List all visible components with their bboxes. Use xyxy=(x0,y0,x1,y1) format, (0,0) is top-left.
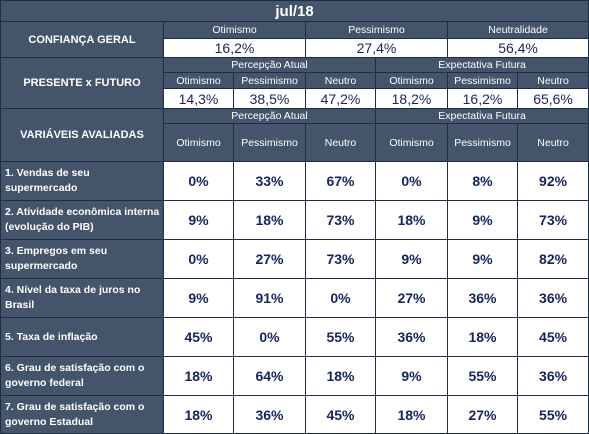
data-cell: 9% xyxy=(447,239,518,279)
confianca-header-pessimismo: Pessimismo xyxy=(305,21,448,39)
table-row: 4. Nível da taxa de juros no Brasil 9% 9… xyxy=(0,278,589,318)
data-cell: 73% xyxy=(516,200,589,240)
pf-value: 16,2% xyxy=(447,88,518,109)
data-cell: 18% xyxy=(375,200,448,240)
data-cell: 0% xyxy=(163,161,234,201)
pf-sub-header: Otimismo xyxy=(375,72,448,89)
data-cell: 91% xyxy=(233,278,306,318)
pf-value: 18,2% xyxy=(375,88,448,109)
table-row: 1. Vendas de seu supermercado 0% 33% 67%… xyxy=(0,161,589,201)
data-cell: 9% xyxy=(163,278,234,318)
data-cell: 33% xyxy=(233,161,306,201)
data-cell: 73% xyxy=(305,200,376,240)
data-cell: 0% xyxy=(305,278,376,318)
data-cell: 36% xyxy=(447,278,518,318)
data-cell: 27% xyxy=(233,239,306,279)
data-cell: 0% xyxy=(375,161,448,201)
data-cell: 36% xyxy=(233,395,306,434)
row-label: 1. Vendas de seu supermercado xyxy=(0,161,164,201)
data-cell: 9% xyxy=(375,356,448,396)
data-cell: 18% xyxy=(163,356,234,396)
pf-sub-header: Otimismo xyxy=(163,72,234,89)
pf-sub-header: Neutro xyxy=(516,72,589,89)
data-cell: 64% xyxy=(233,356,306,396)
data-cell: 36% xyxy=(516,356,589,396)
row-label: 2. Atividade econômica interna (evolução… xyxy=(0,200,164,240)
data-cell: 45% xyxy=(163,317,234,357)
data-cell: 18% xyxy=(375,395,448,434)
variaveis-label: VARIÁVEIS AVALIADAS xyxy=(0,108,164,162)
pf-value: 65,6% xyxy=(516,88,589,109)
var-sub-header: Pessimismo xyxy=(233,123,306,162)
var-sub-header: Otimismo xyxy=(375,123,448,162)
row-label: 7. Grau de satisfação com o governo Esta… xyxy=(0,395,164,434)
var-group-atual: Percepção Atual xyxy=(163,108,376,124)
data-cell: 82% xyxy=(516,239,589,279)
data-cell: 67% xyxy=(305,161,376,201)
pf-sub-header: Pessimismo xyxy=(447,72,518,89)
row-label: 3. Empregos em seu supermercado xyxy=(0,239,164,279)
confianca-value-otimismo: 16,2% xyxy=(163,38,306,58)
pf-value: 38,5% xyxy=(233,88,306,109)
confianca-value-pessimismo: 27,4% xyxy=(305,38,448,58)
table-row: 6. Grau de satisfação com o governo fede… xyxy=(0,356,589,396)
table-row: 5. Taxa de inflação 45% 0% 55% 36% 18% 4… xyxy=(0,317,589,357)
data-cell: 8% xyxy=(447,161,518,201)
data-cell: 18% xyxy=(447,317,518,357)
data-cell: 9% xyxy=(447,200,518,240)
table-row: 3. Empregos em seu supermercado 0% 27% 7… xyxy=(0,239,589,279)
pf-group-atual: Percepção Atual xyxy=(163,57,376,73)
pf-value: 47,2% xyxy=(305,88,376,109)
data-cell: 18% xyxy=(233,200,306,240)
table-row: 7. Grau de satisfação com o governo Esta… xyxy=(0,395,589,434)
confianca-label: CONFIANÇA GERAL xyxy=(0,21,164,58)
data-cell: 27% xyxy=(447,395,518,434)
data-cell: 45% xyxy=(305,395,376,434)
data-cell: 45% xyxy=(516,317,589,357)
row-label: 5. Taxa de inflação xyxy=(0,317,164,357)
confianca-header-otimismo: Otimismo xyxy=(163,21,306,39)
data-cell: 0% xyxy=(163,239,234,279)
data-cell: 27% xyxy=(375,278,448,318)
data-cell: 9% xyxy=(163,200,234,240)
pf-sub-header: Pessimismo xyxy=(233,72,306,89)
var-group-futura: Expectativa Futura xyxy=(374,108,589,124)
data-cell: 36% xyxy=(375,317,448,357)
var-sub-header: Neutro xyxy=(305,123,376,162)
data-cell: 0% xyxy=(233,317,306,357)
var-sub-header: Pessimismo xyxy=(447,123,518,162)
row-label: 6. Grau de satisfação com o governo fede… xyxy=(0,356,164,396)
row-label: 4. Nível da taxa de juros no Brasil xyxy=(0,278,164,318)
data-cell: 55% xyxy=(516,395,589,434)
table-title: jul/18 xyxy=(0,0,589,22)
data-cell: 9% xyxy=(375,239,448,279)
pf-group-futura: Expectativa Futura xyxy=(374,57,589,73)
table-row: 2. Atividade econômica interna (evolução… xyxy=(0,200,589,240)
confianca-value-neutralidade: 56,4% xyxy=(446,38,589,58)
pf-sub-header: Neutro xyxy=(305,72,376,89)
data-cell: 55% xyxy=(447,356,518,396)
data-cell: 18% xyxy=(163,395,234,434)
var-sub-header: Otimismo xyxy=(163,123,234,162)
presente-futuro-label: PRESENTE x FUTURO xyxy=(0,57,164,109)
pf-value: 14,3% xyxy=(163,88,234,109)
data-cell: 36% xyxy=(516,278,589,318)
var-sub-header: Neutro xyxy=(516,123,589,162)
confianca-header-neutralidade: Neutralidade xyxy=(446,21,589,39)
data-cell: 92% xyxy=(516,161,589,201)
data-cell: 55% xyxy=(305,317,376,357)
data-cell: 73% xyxy=(305,239,376,279)
data-cell: 18% xyxy=(305,356,376,396)
